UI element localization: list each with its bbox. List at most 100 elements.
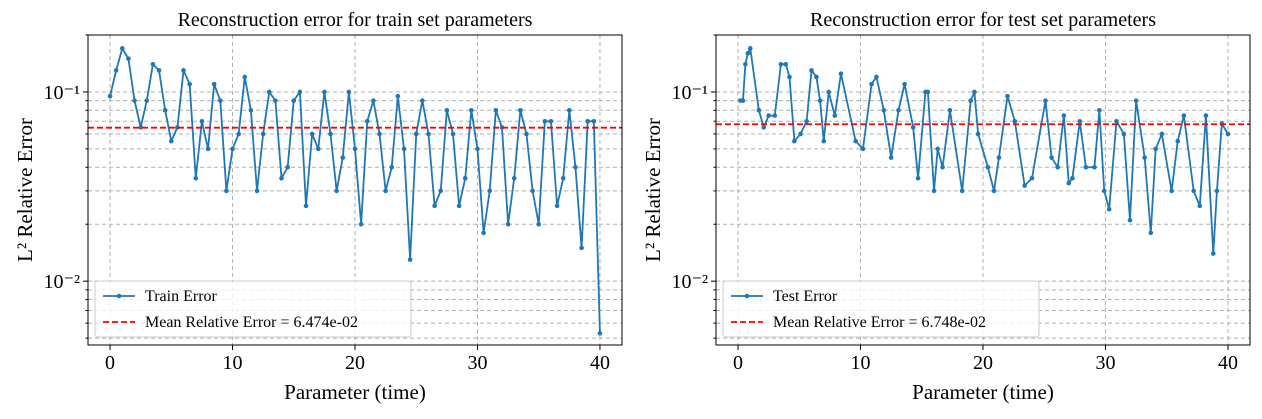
point [940, 164, 945, 170]
x-tick-label: 0 [105, 352, 115, 374]
point [579, 245, 584, 251]
point [291, 98, 297, 103]
point [902, 81, 907, 87]
legend-label: Mean Relative Error = 6.474e-02 [145, 314, 358, 331]
point [853, 138, 858, 144]
point [383, 188, 388, 194]
point [126, 56, 131, 61]
point [364, 118, 370, 124]
point [113, 68, 119, 73]
point [193, 175, 199, 181]
point [931, 188, 937, 194]
point [518, 107, 523, 113]
point [1101, 188, 1107, 194]
point [1148, 230, 1154, 236]
legend-label: Mean Relative Error = 6.748e-02 [773, 314, 986, 331]
point [144, 98, 150, 103]
point [740, 98, 746, 103]
point [1043, 98, 1048, 103]
legend-label: Test Error [773, 288, 838, 305]
point [766, 113, 771, 118]
x-tick-label: 40 [1218, 352, 1238, 374]
point [371, 98, 376, 103]
point [450, 131, 456, 137]
point [462, 175, 468, 181]
point [236, 131, 241, 137]
x-tick-label: 30 [1095, 352, 1115, 374]
legend-marker [744, 293, 750, 299]
point [896, 107, 901, 113]
x-tick-label: 0 [733, 352, 743, 374]
point [266, 89, 272, 95]
point [975, 131, 981, 137]
y-tick-label: 10⁻² [43, 271, 80, 293]
point [119, 46, 125, 51]
point [1061, 113, 1067, 118]
point [959, 188, 965, 194]
x-tick-label: 30 [467, 352, 487, 374]
point [156, 68, 162, 73]
point [260, 131, 266, 137]
point [597, 331, 603, 336]
chart-title: Reconstruction error for train set param… [178, 9, 533, 31]
point [328, 131, 333, 137]
point [968, 98, 974, 103]
point [991, 188, 997, 194]
point [285, 164, 290, 170]
point [389, 164, 395, 170]
point [947, 107, 953, 113]
point [772, 113, 778, 118]
x-tick-label: 10 [851, 352, 871, 374]
x-axis-label: Parameter (time) [912, 380, 1054, 404]
point [743, 62, 748, 67]
point [787, 74, 792, 80]
point [187, 81, 192, 87]
point [456, 203, 462, 209]
point [826, 89, 831, 95]
legend-marker [116, 293, 122, 299]
point [1181, 113, 1187, 118]
axes-frame [715, 34, 1251, 346]
point [168, 138, 174, 144]
point [915, 175, 921, 181]
point [1197, 203, 1203, 209]
point [1121, 131, 1127, 137]
point [358, 221, 364, 227]
point [340, 155, 346, 160]
point [591, 118, 597, 124]
point [548, 118, 554, 124]
point [426, 131, 431, 137]
legend-label: Train Error [145, 288, 218, 305]
y-axis-label: L² Relative Error [641, 118, 665, 262]
point [224, 188, 229, 194]
point [132, 98, 137, 103]
point [972, 89, 977, 95]
point [1029, 175, 1035, 181]
point [838, 71, 844, 76]
point [778, 62, 784, 67]
point [804, 118, 809, 124]
point [420, 98, 425, 103]
point [334, 188, 339, 194]
point [407, 257, 413, 262]
point [1070, 175, 1075, 181]
point [150, 62, 156, 67]
point [756, 107, 762, 113]
point [1203, 113, 1209, 118]
point [395, 93, 401, 99]
point [809, 68, 814, 73]
point [1169, 188, 1174, 194]
point [985, 164, 991, 170]
point [315, 146, 321, 152]
x-tick-label: 20 [973, 352, 993, 374]
point [536, 221, 542, 227]
point [511, 175, 517, 181]
point [996, 155, 1002, 160]
point [747, 46, 753, 51]
point [560, 175, 566, 181]
point [444, 107, 450, 113]
point [346, 89, 352, 95]
point [481, 230, 486, 236]
point [888, 155, 894, 160]
